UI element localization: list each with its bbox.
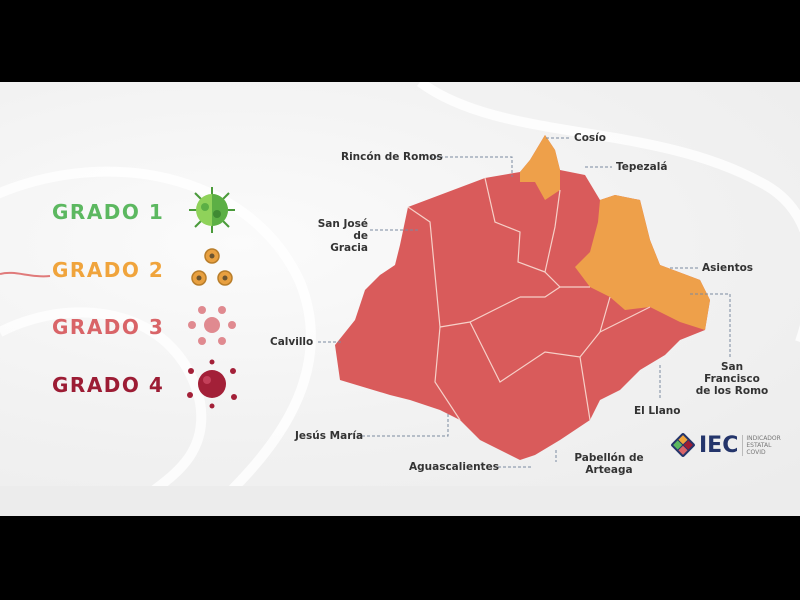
label-tepezala: Tepezalá (616, 161, 668, 173)
legend-grado-1: GRADO 1 (52, 200, 165, 224)
municipality-asientos (575, 195, 710, 330)
label-line: de Gracia (330, 230, 368, 254)
virus-darkred-icon (187, 359, 237, 409)
label-line: Pabellón de (574, 452, 644, 464)
iec-diamond-icon (671, 433, 695, 457)
label-el-llano: El Llano (634, 405, 681, 417)
aguascalientes-map (335, 135, 710, 460)
label-line: San José (317, 218, 368, 230)
label-jesus-maria: Jesús María (295, 430, 364, 442)
label-cosio: Cosío (574, 132, 606, 144)
label-calvillo: Calvillo (270, 336, 314, 348)
iec-logo: IEC INDICADOR ESTATAL COVID (670, 432, 781, 458)
municipality-cosio (520, 135, 560, 200)
label-pabellon-de-arteaga: Pabellón de Arteaga (572, 452, 646, 476)
background-swirls (0, 82, 800, 486)
logo-subtitle: INDICADOR ESTATAL COVID (742, 434, 781, 456)
bottom-band (0, 486, 800, 516)
label-rincon-de-romos: Rincón de Romos (341, 151, 443, 163)
label-asientos: Asientos (702, 262, 754, 274)
virus-cluster-pink-icon (188, 306, 236, 345)
logo-text: IEC (699, 432, 739, 458)
legend-grado-4: GRADO 4 (52, 373, 165, 397)
label-line: de los Romo (695, 385, 769, 397)
infographic: GRADO 1 GRADO 2 GRADO 3 GRADO 4 (0, 82, 800, 486)
label-san-francisco-de-los-romo: San Francisco de los Romo (692, 361, 772, 397)
label-line: San Francisco (704, 361, 760, 385)
label-line: Arteaga (585, 464, 633, 476)
legend-grado-3: GRADO 3 (52, 315, 165, 339)
label-san-jose-de-gracia: San José de Gracia (316, 218, 368, 254)
legend-grado-2: GRADO 2 (52, 258, 165, 282)
subtitle-line: INDICADOR (746, 434, 781, 442)
virus-cluster-orange-icon (191, 248, 233, 286)
label-aguascalientes: Aguascalientes (409, 461, 499, 473)
subtitle-line: ESTATAL (746, 441, 772, 449)
subtitle-line: COVID (746, 448, 766, 456)
virus-green-icon (189, 187, 235, 233)
leader-lines (318, 137, 731, 468)
